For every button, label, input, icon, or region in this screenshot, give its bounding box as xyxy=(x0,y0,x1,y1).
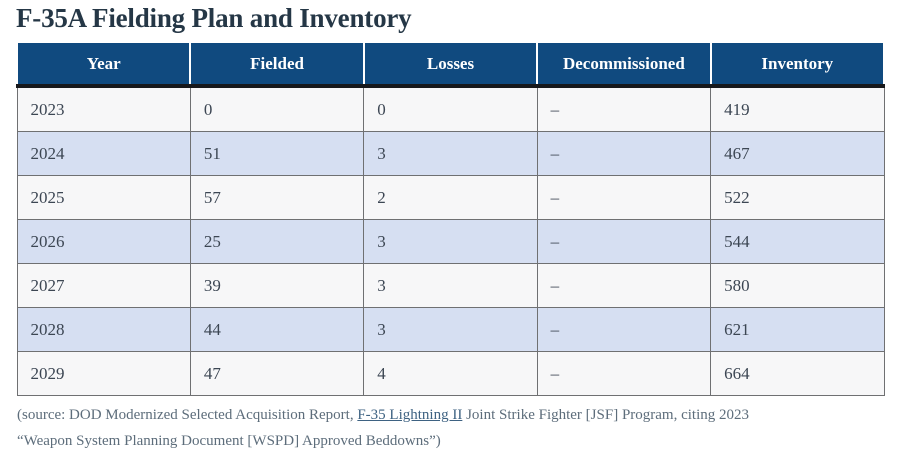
cell-year: 2023 xyxy=(16,85,191,132)
cell-fielded: 0 xyxy=(189,85,365,132)
cell-decommissioned: – xyxy=(536,219,712,264)
table-row-2023: 2023 0 0 – 419 xyxy=(16,85,885,132)
source-text-suffix: Joint Strike Fighter [JSF] Program, citi… xyxy=(462,407,750,423)
cell-inventory: 621 xyxy=(710,307,885,352)
cell-decommissioned: – xyxy=(536,307,712,352)
cell-inventory: 522 xyxy=(710,175,885,220)
cell-decommissioned: – xyxy=(536,85,712,132)
column-header-inventory: Inventory xyxy=(709,43,886,88)
table-row-2025: 2025 57 2 – 522 xyxy=(16,175,885,220)
source-note: (source: DOD Modernized Selected Acquisi… xyxy=(17,402,894,454)
source-text-line2: “Weapon System Planning Document [WSPD] … xyxy=(17,433,441,449)
cell-fielded: 47 xyxy=(189,351,365,396)
table-header: Year Fielded Losses Decommissioned Inven… xyxy=(15,43,886,88)
header-row: Year Fielded Losses Decommissioned Inven… xyxy=(15,43,886,88)
column-header-fielded: Fielded xyxy=(189,43,365,88)
cell-decommissioned: – xyxy=(536,351,712,396)
fielding-inventory-table: Year Fielded Losses Decommissioned Inven… xyxy=(15,43,886,396)
cell-losses: 3 xyxy=(363,131,538,176)
cell-losses: 3 xyxy=(363,219,538,264)
page-title: F-35A Fielding Plan and Inventory xyxy=(16,3,412,33)
cell-losses: 3 xyxy=(363,263,538,308)
cell-inventory: 664 xyxy=(710,351,885,396)
cell-losses: 4 xyxy=(363,351,538,396)
table-row-2026: 2026 25 3 – 544 xyxy=(16,219,885,264)
table-row-2024: 2024 51 3 – 467 xyxy=(16,131,885,176)
cell-fielded: 44 xyxy=(189,307,365,352)
column-header-decommissioned: Decommissioned xyxy=(536,43,712,88)
source-text-prefix: (source: DOD Modernized Selected Acquisi… xyxy=(17,407,358,423)
cell-fielded: 57 xyxy=(189,175,365,220)
table-row-2028: 2028 44 3 – 621 xyxy=(16,307,885,352)
cell-losses: 0 xyxy=(363,85,538,132)
cell-fielded: 51 xyxy=(189,131,365,176)
column-header-losses: Losses xyxy=(362,43,539,88)
cell-decommissioned: – xyxy=(536,131,712,176)
table-row-2027: 2027 39 3 – 580 xyxy=(16,263,885,308)
cell-year: 2029 xyxy=(16,351,191,396)
cell-fielded: 39 xyxy=(189,263,365,308)
cell-year: 2028 xyxy=(16,307,191,352)
cell-inventory: 419 xyxy=(710,85,885,132)
table-body: 2023 0 0 – 419 2024 51 3 – 467 2025 57 2… xyxy=(16,85,885,396)
cell-losses: 2 xyxy=(363,175,538,220)
cell-year: 2027 xyxy=(16,263,191,308)
cell-year: 2024 xyxy=(16,131,191,176)
column-header-year: Year xyxy=(15,43,192,88)
cell-inventory: 580 xyxy=(710,263,885,308)
table-row-2029: 2029 47 4 – 664 xyxy=(16,351,885,396)
cell-decommissioned: – xyxy=(536,263,712,308)
cell-fielded: 25 xyxy=(189,219,365,264)
f35-lightning-link[interactable]: F-35 Lightning II xyxy=(357,407,463,423)
cell-inventory: 544 xyxy=(710,219,885,264)
cell-losses: 3 xyxy=(363,307,538,352)
cell-inventory: 467 xyxy=(710,131,885,176)
cell-year: 2025 xyxy=(16,175,191,220)
cell-year: 2026 xyxy=(16,219,191,264)
cell-decommissioned: – xyxy=(536,175,712,220)
